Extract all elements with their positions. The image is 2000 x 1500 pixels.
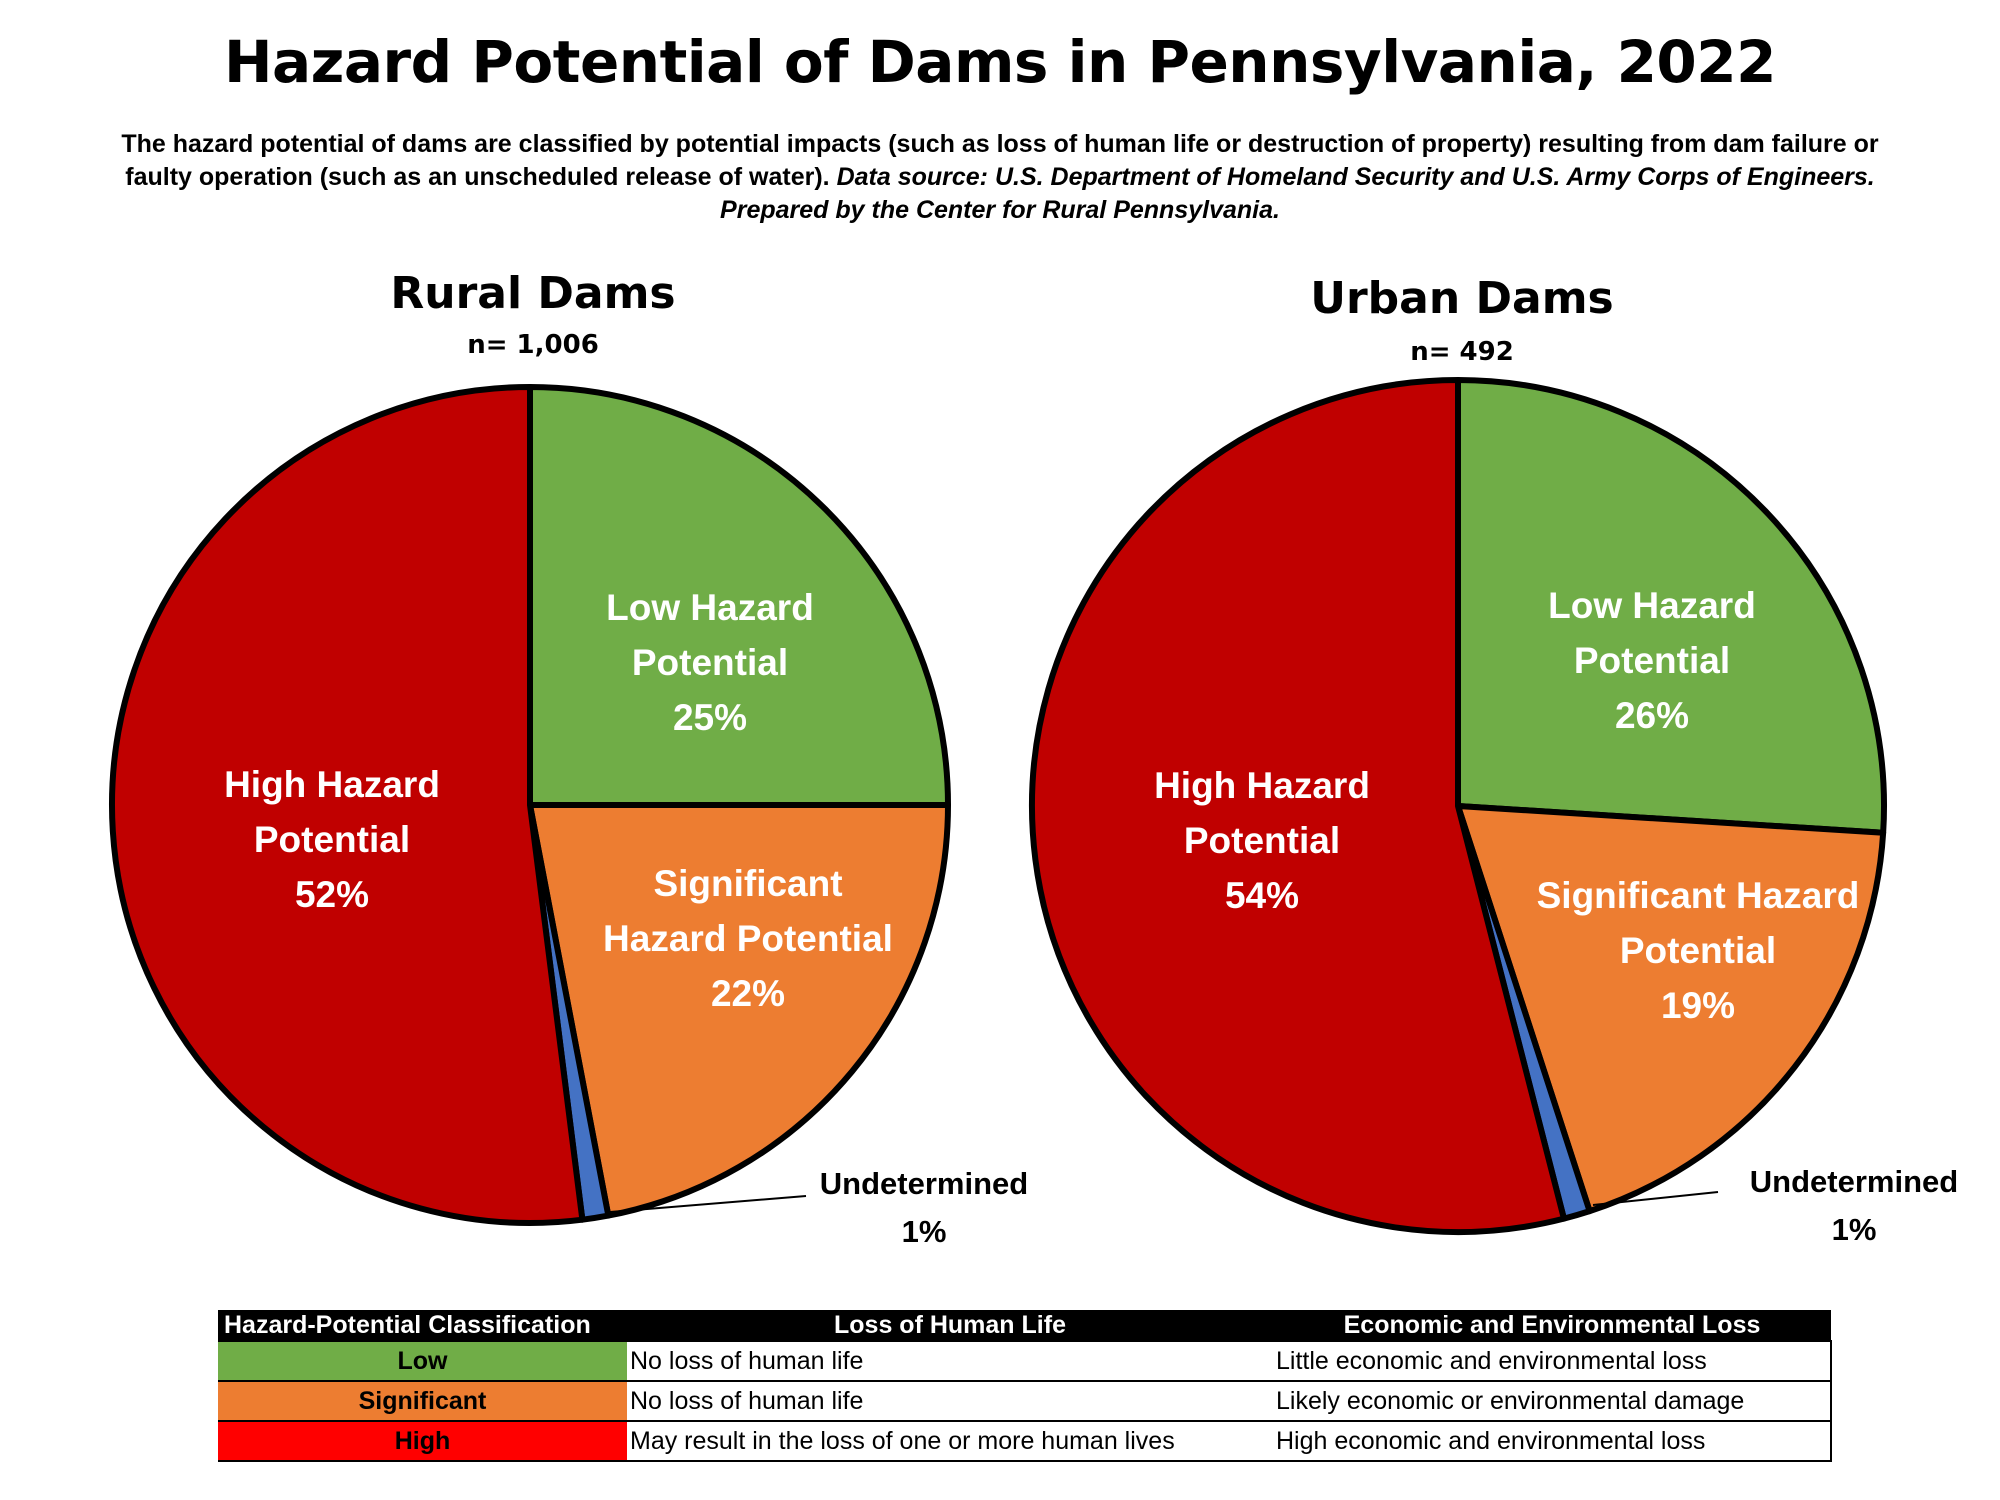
chart-title: Hazard Potential of Dams in Pennsylvania… xyxy=(223,28,1777,96)
table-row: High May result in the loss of one or mo… xyxy=(218,1420,1832,1462)
rural-slice-low xyxy=(527,384,951,808)
header-classification: Hazard-Potential Classification xyxy=(218,1310,627,1341)
classification-significant: Significant xyxy=(218,1380,627,1421)
subtitle-description: The hazard potential of dams are classif… xyxy=(121,130,1879,191)
rural-slice-significant xyxy=(527,802,951,1219)
urban-low-label: Low Hazard Potential 26% xyxy=(1548,585,1756,736)
loss-of-life-cell: No loss of human life xyxy=(627,1380,1273,1421)
rural-slice-high xyxy=(108,384,586,1226)
urban-pie xyxy=(1029,377,1887,1235)
urban-pie-title: Urban Dams xyxy=(1310,273,1614,324)
urban-significant-label: Significant Hazard Potential 19% xyxy=(1536,875,1860,1026)
header-loss-of-life: Loss of Human Life xyxy=(627,1310,1273,1341)
urban-slice-low xyxy=(1455,377,1887,836)
rural-undetermined-label: Undetermined 1% xyxy=(819,1166,1029,1249)
urban-undetermined-label: Undetermined 1% xyxy=(1749,1164,1959,1247)
rural-pie-count: n= 1,006 xyxy=(467,330,599,360)
urban-slice-high xyxy=(1029,377,1567,1235)
classification-low: Low xyxy=(218,1340,627,1381)
classification-high: High xyxy=(218,1420,627,1462)
rural-pie xyxy=(108,384,951,1226)
urban-slice-significant xyxy=(1455,803,1887,1215)
rural-undetermined-leader-line xyxy=(609,1195,807,1213)
hazard-classification-table: Hazard-Potential Classification Loss of … xyxy=(218,1310,1832,1462)
urban-pie-count: n= 492 xyxy=(1410,337,1514,367)
subtitle-source: Data source: U.S. Department of Homeland… xyxy=(720,163,1875,224)
chart-subtitle: The hazard potential of dams are classif… xyxy=(100,128,1900,227)
table-row: Low No loss of human life Little economi… xyxy=(218,1340,1832,1381)
table-row: Significant No loss of human life Likely… xyxy=(218,1380,1832,1421)
rural-pie-title: Rural Dams xyxy=(390,268,676,319)
economic-loss-cell: High economic and environmental loss xyxy=(1273,1420,1832,1462)
header-economic-loss: Economic and Environmental Loss xyxy=(1273,1310,1831,1341)
loss-of-life-cell: May result in the loss of one or more hu… xyxy=(627,1420,1273,1462)
urban-high-label: High Hazard Potential 54% xyxy=(1154,765,1370,916)
loss-of-life-cell: No loss of human life xyxy=(627,1340,1273,1381)
rural-high-label: High Hazard Potential 52% xyxy=(224,764,440,915)
rural-significant-label: Significant Hazard Potential 22% xyxy=(603,863,893,1014)
rural-low-label: Low Hazard Potential 25% xyxy=(606,587,814,738)
economic-loss-cell: Likely economic or environmental damage xyxy=(1273,1380,1832,1421)
table-header-row: Hazard-Potential Classification Loss of … xyxy=(218,1310,1831,1341)
urban-undetermined-leader-line xyxy=(1592,1191,1719,1206)
economic-loss-cell: Little economic and environmental loss xyxy=(1273,1340,1832,1381)
